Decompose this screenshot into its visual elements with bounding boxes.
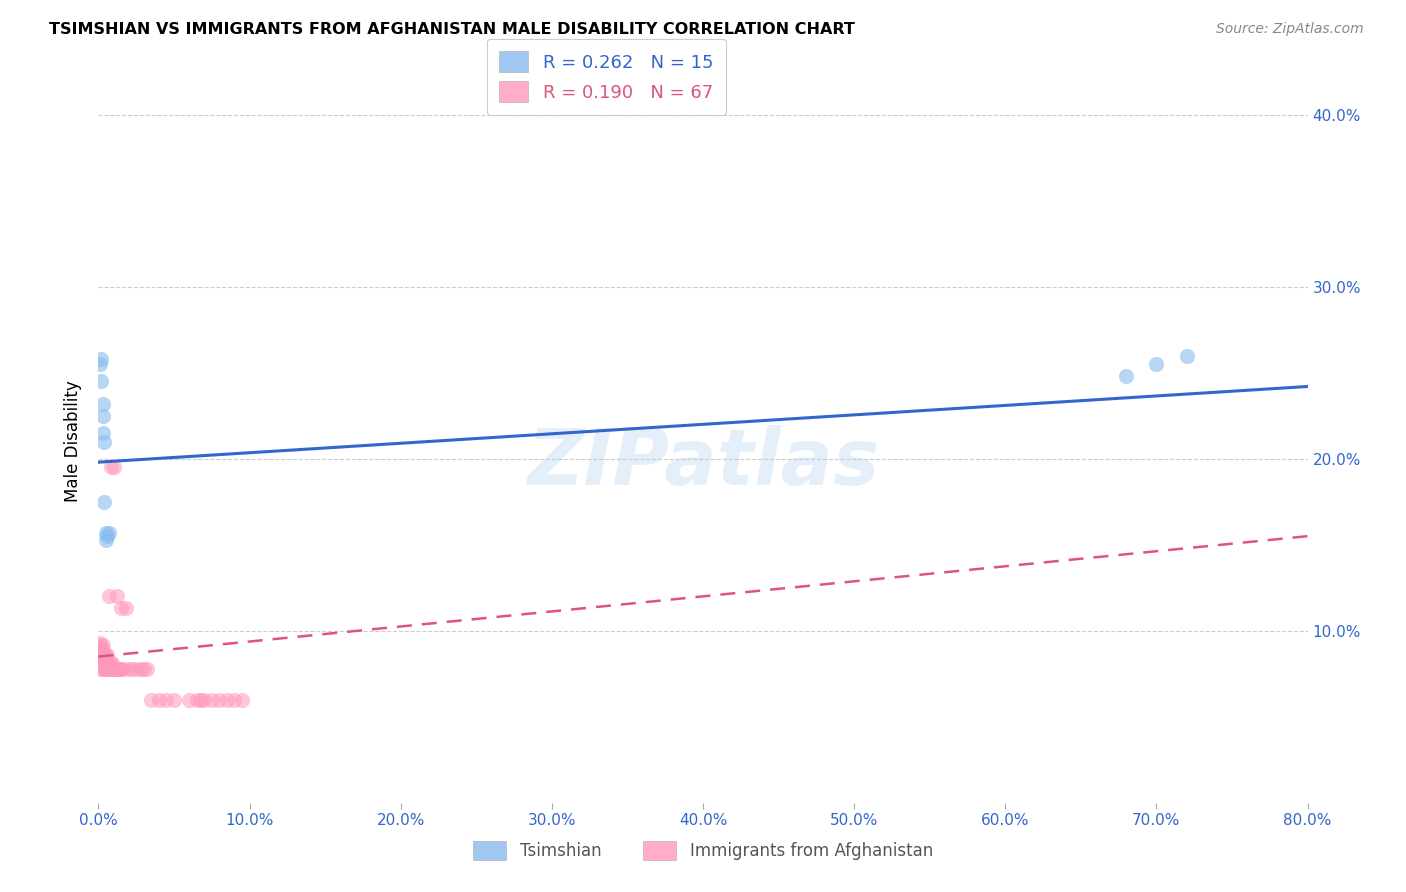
Point [98,662,121,676]
Point [186,692,208,706]
Point [101,662,124,676]
Point [148,692,170,706]
Point [93,657,115,671]
Point [90,648,112,662]
Point [100,657,122,671]
Point [89,658,111,673]
Point [163,692,186,706]
Point [107,662,129,676]
Point [94,648,117,662]
Point [89,653,111,667]
Point [90,657,112,671]
Point [96,529,118,543]
Point [98,590,121,604]
Point [193,692,215,706]
Point [94,525,117,540]
Point [93,648,115,662]
Point [94,657,117,671]
Point [91,638,114,652]
Point [135,662,157,676]
Point [1175,349,1198,363]
Point [91,397,114,411]
Point [179,692,201,706]
Point [224,692,246,706]
Point [201,692,224,706]
Point [94,662,117,676]
Point [103,460,125,475]
Point [91,657,114,671]
Point [105,662,128,676]
Point [89,648,111,662]
Point [105,590,128,604]
Point [90,662,112,676]
Point [90,653,112,667]
Point [90,375,112,389]
Point [96,648,118,662]
Point [91,662,114,676]
Text: ZIPatlas: ZIPatlas [527,425,879,501]
Point [93,662,115,676]
Point [90,642,112,657]
Point [91,409,114,423]
Point [89,640,111,655]
Text: Source: ZipAtlas.com: Source: ZipAtlas.com [1216,22,1364,37]
Point [129,662,152,676]
Point [104,662,127,676]
Point [98,525,121,540]
Point [101,657,124,671]
Point [93,434,115,449]
Point [215,692,238,706]
Point [90,351,112,366]
Point [114,601,136,615]
Point [190,692,212,706]
Point [110,601,132,615]
Point [90,638,112,652]
Point [121,662,143,676]
Point [100,460,122,475]
Point [208,692,231,706]
Point [111,662,134,676]
Point [89,357,111,371]
Point [96,653,118,667]
Point [91,425,114,440]
Point [100,662,122,676]
Point [91,653,114,667]
Point [93,494,115,508]
Y-axis label: Male Disability: Male Disability [65,381,83,502]
Point [141,692,163,706]
Text: TSIMSHIAN VS IMMIGRANTS FROM AFGHANISTAN MALE DISABILITY CORRELATION CHART: TSIMSHIAN VS IMMIGRANTS FROM AFGHANISTAN… [49,22,855,37]
Point [98,657,121,671]
Point [108,662,131,676]
Point [1144,357,1167,371]
Point [110,662,132,676]
Point [89,636,111,650]
Point [155,692,177,706]
Point [125,662,148,676]
Point [94,653,117,667]
Point [91,648,114,662]
Point [118,662,141,676]
Point [94,533,117,547]
Point [132,662,155,676]
Point [91,642,114,657]
Point [96,662,118,676]
Point [96,657,118,671]
Point [1115,369,1137,384]
Legend: Tsimshian, Immigrants from Afghanistan: Tsimshian, Immigrants from Afghanistan [467,834,939,867]
Point [93,653,115,667]
Point [231,692,253,706]
Point [103,662,125,676]
